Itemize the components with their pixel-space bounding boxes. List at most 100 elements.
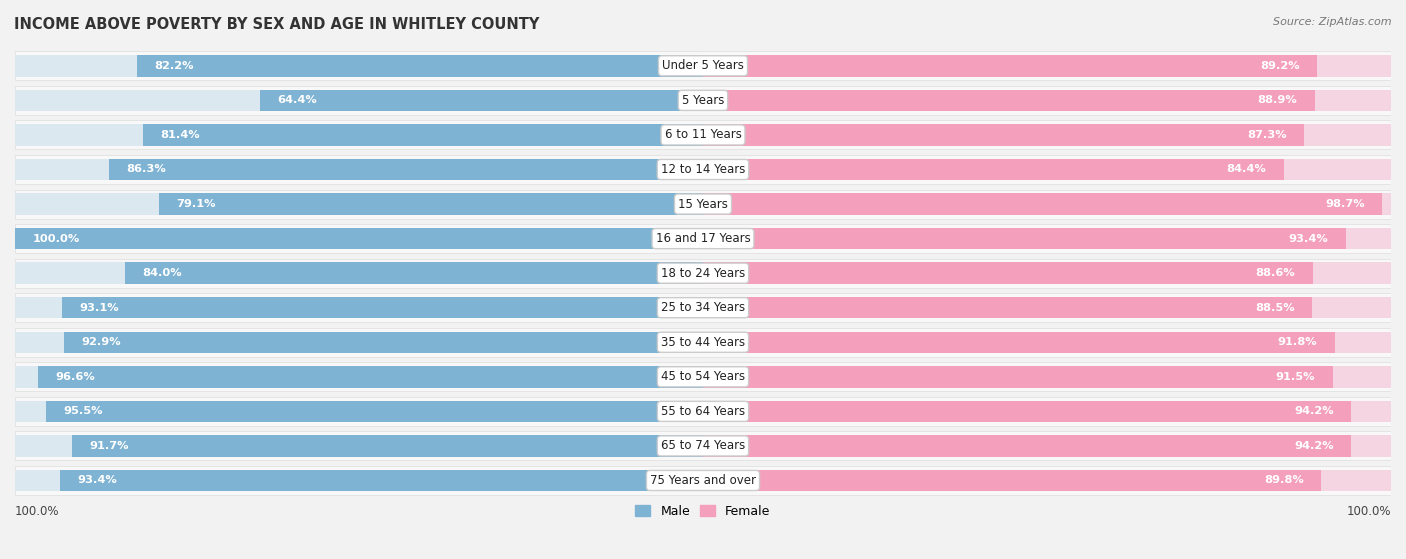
Text: 5 Years: 5 Years: [682, 94, 724, 107]
Text: 94.2%: 94.2%: [1295, 441, 1334, 451]
Bar: [143, 124, 703, 146]
Bar: [703, 159, 1391, 180]
Text: 45 to 54 Years: 45 to 54 Years: [661, 370, 745, 383]
Bar: [703, 331, 1391, 353]
Bar: [15, 470, 703, 491]
Bar: [15, 432, 1391, 461]
Text: 35 to 44 Years: 35 to 44 Years: [661, 336, 745, 349]
Bar: [703, 435, 1351, 457]
Text: 93.1%: 93.1%: [80, 303, 120, 312]
Bar: [703, 470, 1320, 491]
Bar: [15, 55, 703, 77]
Bar: [703, 228, 1391, 249]
Bar: [15, 86, 1391, 115]
Text: 82.2%: 82.2%: [155, 61, 194, 71]
Bar: [15, 435, 703, 457]
Text: 100.0%: 100.0%: [1347, 505, 1391, 518]
Bar: [15, 159, 703, 180]
Bar: [703, 366, 1333, 387]
Text: 12 to 14 Years: 12 to 14 Years: [661, 163, 745, 176]
Text: 91.8%: 91.8%: [1278, 337, 1317, 347]
Bar: [63, 331, 703, 353]
Legend: Male, Female: Male, Female: [630, 500, 776, 523]
Bar: [138, 55, 703, 77]
Text: INCOME ABOVE POVERTY BY SEX AND AGE IN WHITLEY COUNTY: INCOME ABOVE POVERTY BY SEX AND AGE IN W…: [14, 17, 540, 32]
Text: 86.3%: 86.3%: [127, 164, 166, 174]
Bar: [15, 228, 703, 249]
Bar: [703, 401, 1391, 422]
Text: 55 to 64 Years: 55 to 64 Years: [661, 405, 745, 418]
Bar: [110, 159, 703, 180]
Text: 88.5%: 88.5%: [1256, 303, 1295, 312]
Bar: [15, 297, 703, 319]
Bar: [703, 193, 1391, 215]
Bar: [15, 259, 1391, 288]
Bar: [125, 262, 703, 284]
Text: 84.0%: 84.0%: [142, 268, 181, 278]
Bar: [15, 362, 1391, 391]
Bar: [703, 193, 1382, 215]
Text: 91.7%: 91.7%: [90, 441, 129, 451]
Bar: [703, 159, 1284, 180]
Bar: [703, 366, 1391, 387]
Bar: [159, 193, 703, 215]
Bar: [60, 470, 703, 491]
Bar: [15, 51, 1391, 80]
Text: Source: ZipAtlas.com: Source: ZipAtlas.com: [1274, 17, 1392, 27]
Bar: [15, 224, 1391, 253]
Bar: [703, 124, 1391, 146]
Bar: [703, 55, 1391, 77]
Text: 79.1%: 79.1%: [176, 199, 215, 209]
Bar: [703, 297, 1391, 319]
Bar: [15, 328, 1391, 357]
Bar: [38, 366, 703, 387]
Text: 89.8%: 89.8%: [1264, 476, 1303, 485]
Bar: [703, 401, 1351, 422]
Text: 96.6%: 96.6%: [56, 372, 96, 382]
Text: 93.4%: 93.4%: [1289, 234, 1329, 244]
Text: 89.2%: 89.2%: [1260, 61, 1299, 71]
Text: 88.6%: 88.6%: [1256, 268, 1295, 278]
Bar: [15, 120, 1391, 149]
Text: 65 to 74 Years: 65 to 74 Years: [661, 439, 745, 452]
Text: 92.9%: 92.9%: [82, 337, 121, 347]
Text: 16 and 17 Years: 16 and 17 Years: [655, 232, 751, 245]
Bar: [62, 297, 703, 319]
Bar: [703, 89, 1391, 111]
Bar: [15, 401, 703, 422]
Bar: [15, 466, 1391, 495]
Text: Under 5 Years: Under 5 Years: [662, 59, 744, 72]
Text: 15 Years: 15 Years: [678, 197, 728, 211]
Bar: [15, 331, 703, 353]
Bar: [15, 124, 703, 146]
Text: 18 to 24 Years: 18 to 24 Years: [661, 267, 745, 280]
Text: 94.2%: 94.2%: [1295, 406, 1334, 416]
Bar: [15, 397, 1391, 426]
Bar: [703, 89, 1315, 111]
Text: 81.4%: 81.4%: [160, 130, 200, 140]
Bar: [703, 228, 1346, 249]
Bar: [15, 155, 1391, 184]
Bar: [703, 470, 1391, 491]
Text: 6 to 11 Years: 6 to 11 Years: [665, 129, 741, 141]
Text: 84.4%: 84.4%: [1226, 164, 1267, 174]
Text: 95.5%: 95.5%: [63, 406, 103, 416]
Bar: [72, 435, 703, 457]
Bar: [703, 262, 1391, 284]
Bar: [15, 193, 703, 215]
Bar: [703, 124, 1303, 146]
Bar: [15, 262, 703, 284]
Bar: [703, 331, 1334, 353]
Text: 25 to 34 Years: 25 to 34 Years: [661, 301, 745, 314]
Bar: [703, 55, 1316, 77]
Text: 100.0%: 100.0%: [15, 505, 59, 518]
Bar: [703, 297, 1312, 319]
Bar: [703, 262, 1313, 284]
Text: 88.9%: 88.9%: [1258, 96, 1298, 106]
Text: 100.0%: 100.0%: [32, 234, 80, 244]
Text: 75 Years and over: 75 Years and over: [650, 474, 756, 487]
Bar: [15, 366, 703, 387]
Bar: [15, 228, 703, 249]
Bar: [15, 293, 1391, 322]
Text: 93.4%: 93.4%: [77, 476, 117, 485]
